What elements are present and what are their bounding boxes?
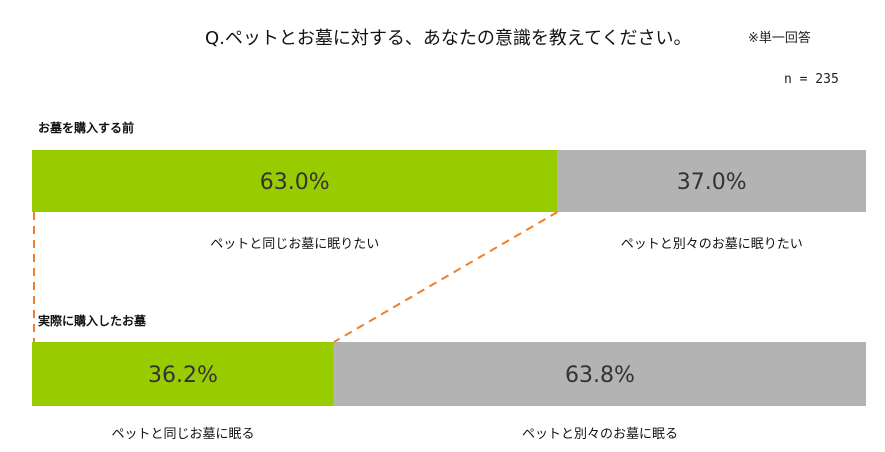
bar-segment-0-1 bbox=[557, 150, 866, 212]
category-label-0-0: ペットと同じお墓に眠りたい bbox=[210, 237, 379, 252]
data-label-1-0: 36.2% bbox=[148, 363, 218, 388]
chart-title: Q.ペットとお墓に対する、あなたの意識を教えてください。 bbox=[205, 28, 692, 49]
bar-label-before-purchase: お墓を購入する前 bbox=[38, 121, 135, 135]
single-answer-note: ※単一回答 bbox=[748, 31, 811, 46]
connector-line-right bbox=[333, 211, 558, 343]
bar-segment-1-1 bbox=[333, 342, 867, 406]
data-label-0-0: 63.0% bbox=[260, 170, 330, 195]
category-label-0-1: ペットと別々のお墓に眠りたい bbox=[621, 237, 803, 252]
category-label-1-0: ペットと同じお墓に眠る bbox=[111, 427, 254, 442]
bar-label-actual-purchase: 実際に購入したお墓 bbox=[38, 314, 147, 328]
data-label-1-1: 63.8% bbox=[565, 363, 635, 388]
category-label-1-1: ペットと別々のお墓に眠る bbox=[522, 427, 678, 442]
bar-segment-0-0 bbox=[32, 150, 558, 212]
sample-size: n = 235 bbox=[784, 72, 839, 87]
data-label-0-1: 37.0% bbox=[677, 170, 747, 195]
bar-segment-1-0 bbox=[32, 342, 334, 406]
